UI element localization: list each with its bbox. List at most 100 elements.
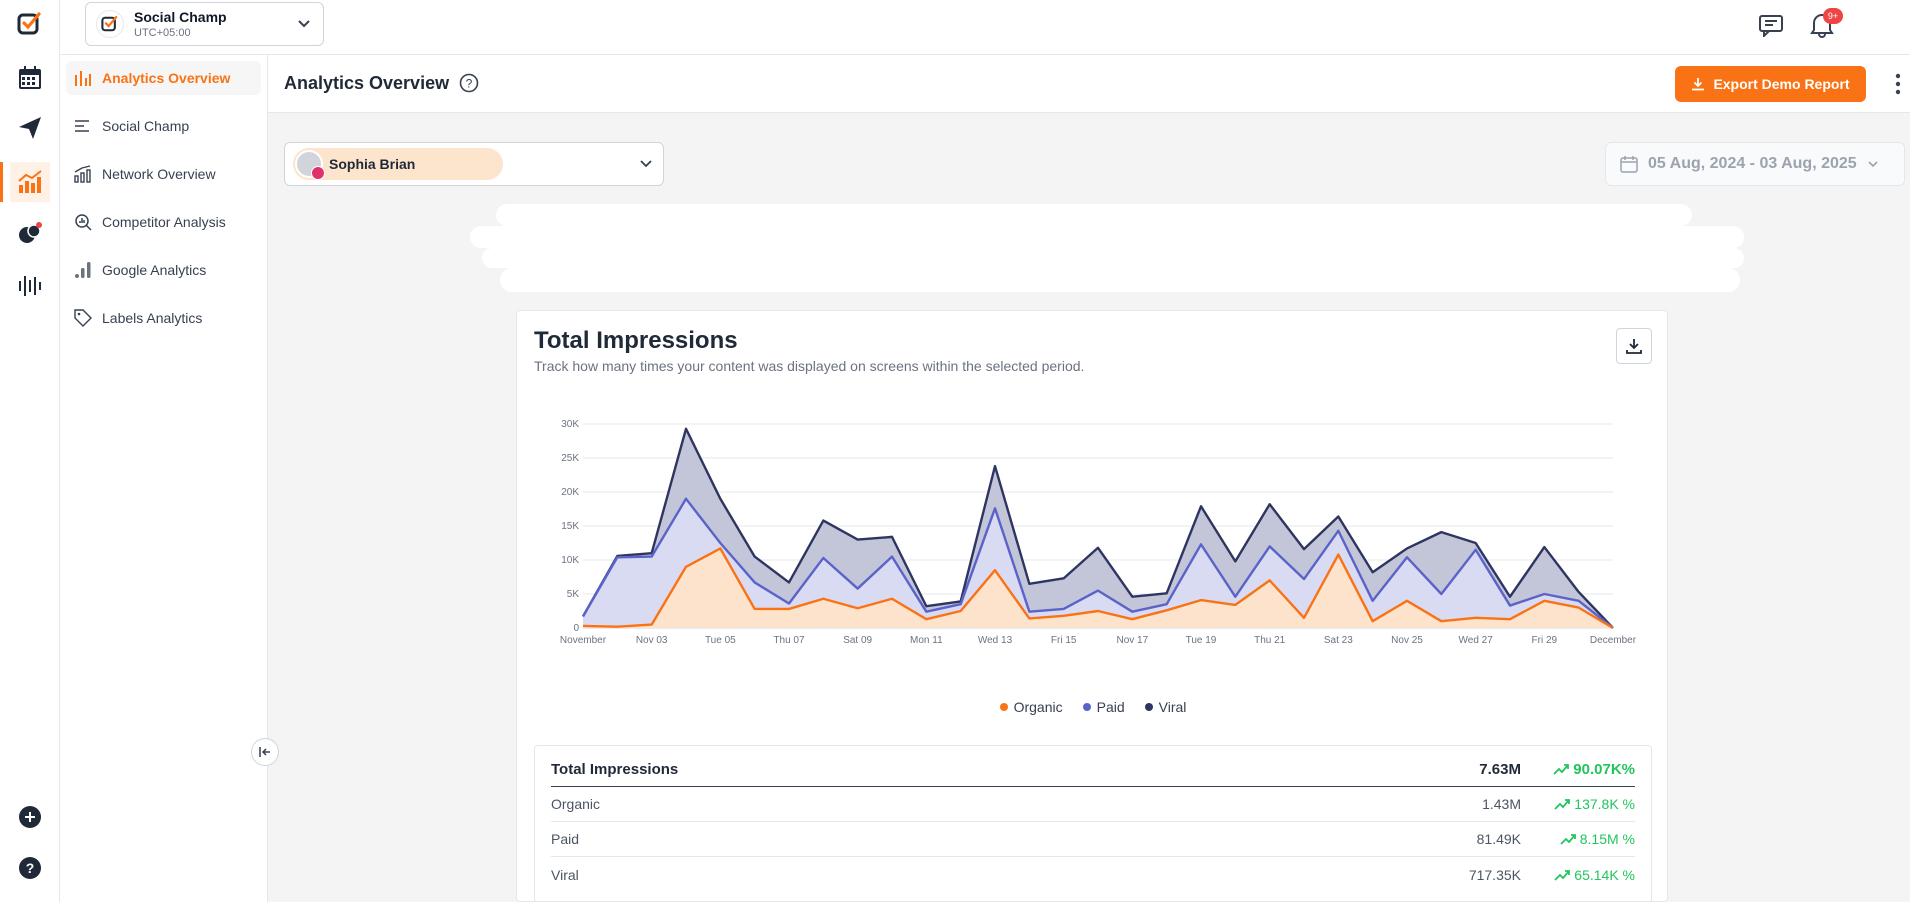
notifications-button[interactable]: 9+ xyxy=(1807,8,1843,40)
sidebar-item-label: Competitor Analysis xyxy=(102,214,226,230)
stat-value: 717.35K xyxy=(1468,866,1521,883)
table-row: Organic 1.43M 137.8K % xyxy=(551,787,1635,822)
help-icon[interactable]: ? xyxy=(459,73,479,98)
series-area-organic xyxy=(583,548,1613,628)
export-demo-report-button[interactable]: Export Demo Report xyxy=(1675,66,1866,102)
y-tick-label: 20K xyxy=(561,487,579,498)
date-range-picker[interactable]: 05 Aug, 2024 - 03 Aug, 2025 xyxy=(1605,142,1905,186)
table-header-row: Total Impressions 7.63M 90.07K% xyxy=(551,752,1635,787)
x-tick-label: November xyxy=(560,635,607,646)
x-tick-label: Sat 09 xyxy=(843,635,872,646)
sidebar-item-label: Analytics Overview xyxy=(102,70,231,86)
collapse-sidebar-button[interactable] xyxy=(251,738,279,766)
lines-icon xyxy=(75,120,89,132)
legend-item-organic[interactable]: Organic xyxy=(999,699,1063,715)
x-tick-label: Tue 05 xyxy=(705,635,736,646)
sidebar-item-google-analytics[interactable]: Google Analytics xyxy=(66,253,261,287)
profile-selector[interactable]: Sophia Brian xyxy=(284,142,664,186)
card-title: Total Impressions xyxy=(534,327,738,354)
impressions-summary-table: Total Impressions 7.63M 90.07K% Organic … xyxy=(534,745,1652,902)
x-tick-label: Nov 17 xyxy=(1116,635,1148,646)
trend-up-icon xyxy=(1554,869,1571,881)
add-icon[interactable] xyxy=(10,797,50,837)
x-tick-label: Thu 07 xyxy=(773,635,805,646)
x-tick-label: Wed 13 xyxy=(978,635,1013,646)
y-tick-label: 5K xyxy=(567,589,580,600)
legend-label: Viral xyxy=(1158,699,1187,715)
sidebar-item-label: Labels Analytics xyxy=(102,310,203,326)
app-logo-icon[interactable] xyxy=(10,4,50,44)
x-tick-label: Fri 29 xyxy=(1532,635,1558,646)
x-tick-label: December xyxy=(1590,635,1637,646)
chevron-down-icon xyxy=(1868,161,1878,168)
card-subtitle: Track how many times your content was di… xyxy=(534,358,1085,374)
x-tick-label: Nov 03 xyxy=(636,635,668,646)
blurred-placeholder xyxy=(482,248,1744,268)
stat-value: 81.49K xyxy=(1476,831,1521,847)
trend-up-icon xyxy=(1560,834,1576,845)
download-icon xyxy=(1692,78,1705,91)
export-label: Export Demo Report xyxy=(1713,76,1850,92)
collapse-left-icon xyxy=(259,747,270,757)
legend-item-viral[interactable]: Viral xyxy=(1144,699,1187,715)
chevron-down-icon xyxy=(297,17,311,36)
workspace-logo-icon xyxy=(96,10,124,38)
chart-legend: Organic Paid Viral xyxy=(517,699,1669,715)
notification-badge: 9+ xyxy=(1823,8,1843,24)
more-options-icon[interactable] xyxy=(1888,69,1908,99)
bar-chart-icon xyxy=(75,71,91,86)
profile-name: Sophia Brian xyxy=(329,156,416,172)
x-tick-label: Nov 25 xyxy=(1391,635,1423,646)
blurred-placeholder xyxy=(470,226,1744,248)
download-chart-button[interactable] xyxy=(1616,328,1652,364)
y-tick-label: 15K xyxy=(561,521,579,532)
help-circle-icon[interactable]: ? xyxy=(10,848,50,888)
profile-chip: Sophia Brian xyxy=(293,148,503,180)
rail-active-indicator xyxy=(0,162,3,202)
analytics-icon[interactable] xyxy=(10,162,50,202)
sidebar-item-social-champ[interactable]: Social Champ xyxy=(66,109,261,143)
blurred-placeholder xyxy=(496,204,1692,226)
send-icon[interactable] xyxy=(10,108,50,148)
legend-label: Paid xyxy=(1096,699,1125,715)
stat-change: 65.14K % xyxy=(1545,867,1635,883)
trend-up-icon xyxy=(1553,764,1570,775)
network-chart-icon xyxy=(74,165,91,183)
calendar-icon xyxy=(1620,156,1638,173)
stat-label: Organic xyxy=(551,796,601,812)
stat-change: 137.8K % xyxy=(1545,796,1635,812)
x-tick-label: Thu 21 xyxy=(1254,635,1286,646)
x-tick-label: Fri 15 xyxy=(1051,635,1077,646)
series-line-viral xyxy=(581,427,1614,629)
table-row: Viral 717.35K 65.14K % xyxy=(551,857,1635,892)
legend-dot xyxy=(1144,703,1153,711)
svg-text:?: ? xyxy=(26,860,35,876)
sidebar-item-competitor-analysis[interactable]: Competitor Analysis xyxy=(66,205,261,239)
sidebar-item-labels-analytics[interactable]: Labels Analytics xyxy=(66,301,261,335)
stat-value: 7.63M xyxy=(1479,760,1521,778)
workspace-name: Social Champ xyxy=(134,9,227,25)
workspace-selector[interactable]: Social Champ UTC+05:00 xyxy=(85,2,324,46)
x-tick-label: Mon 11 xyxy=(910,635,943,646)
y-tick-label: 30K xyxy=(561,419,579,430)
stat-change: 90.07K% xyxy=(1545,761,1635,778)
y-tick-label: 25K xyxy=(561,453,579,464)
stat-value: 1.43M xyxy=(1482,796,1521,812)
listening-waves-icon[interactable] xyxy=(10,266,50,306)
legend-item-paid[interactable]: Paid xyxy=(1082,699,1125,715)
svg-text:?: ? xyxy=(466,77,473,91)
sidebar-item-network-overview[interactable]: Network Overview xyxy=(66,157,261,191)
stat-change: 8.15M % xyxy=(1545,831,1635,847)
google-analytics-icon xyxy=(75,262,91,278)
sidebar-item-analytics-overview[interactable]: Analytics Overview xyxy=(66,61,261,95)
feedback-icon[interactable] xyxy=(1756,10,1786,40)
inbox-chat-icon[interactable] xyxy=(10,214,50,254)
total-impressions-card: Total Impressions Track how many times y… xyxy=(516,310,1668,902)
sidebar-item-label: Network Overview xyxy=(102,166,216,182)
tag-icon xyxy=(74,309,92,327)
download-icon xyxy=(1626,339,1642,354)
y-tick-label: 0 xyxy=(573,623,579,634)
workspace-timezone: UTC+05:00 xyxy=(134,27,191,39)
calendar-icon[interactable] xyxy=(10,58,50,98)
instagram-icon xyxy=(311,166,325,180)
